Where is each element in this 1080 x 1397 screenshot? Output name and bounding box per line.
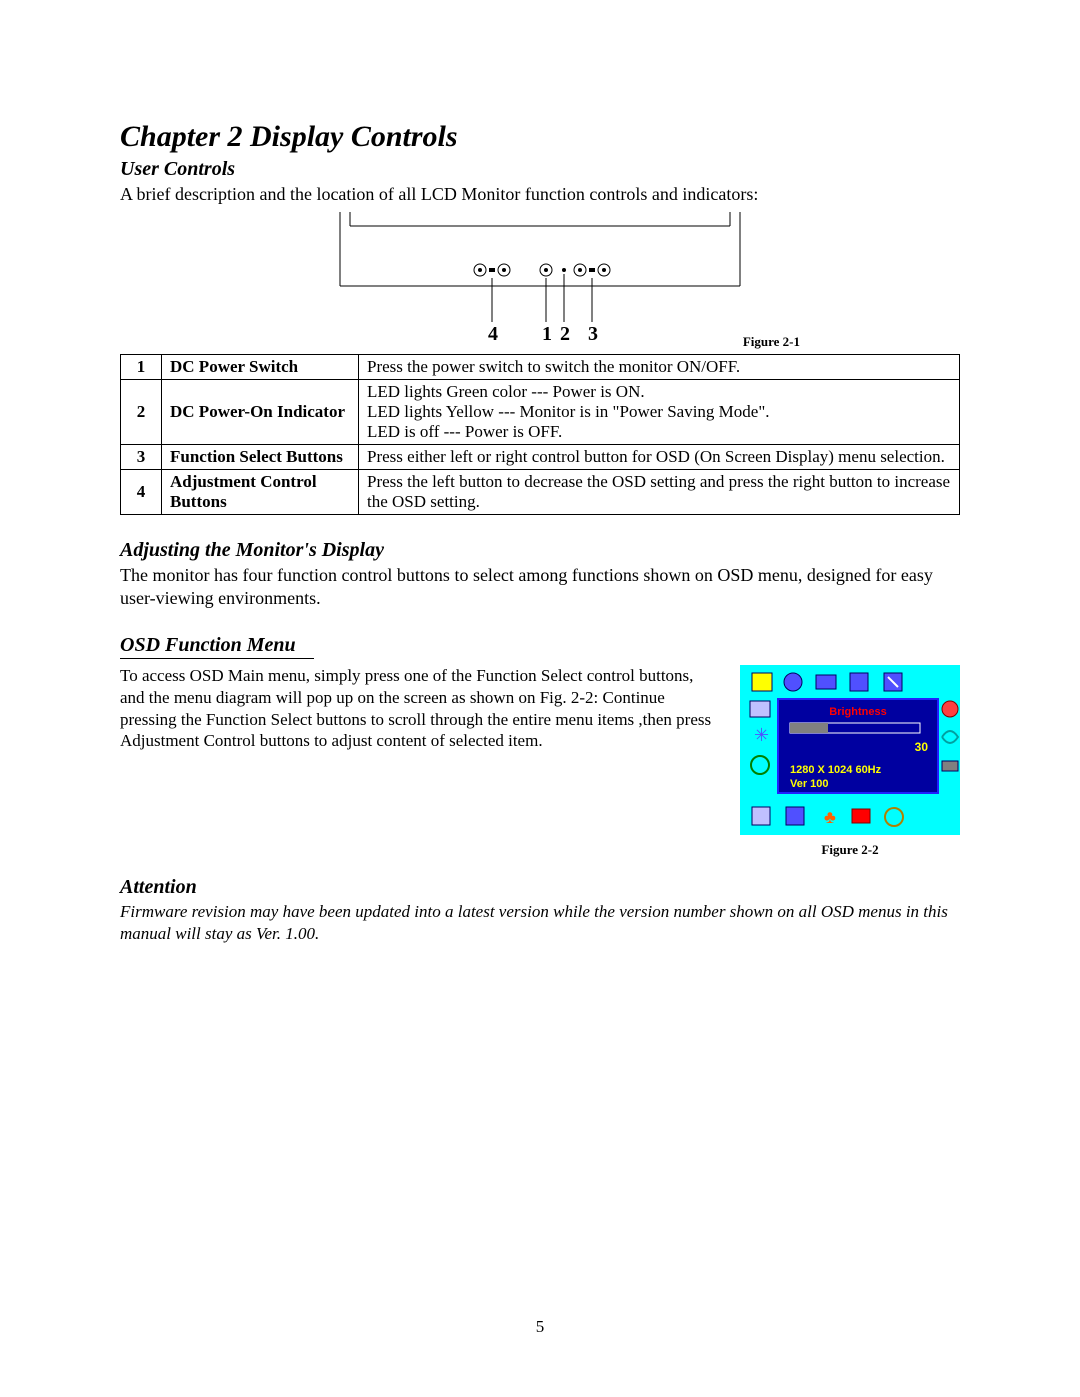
svg-text:♣: ♣ [824,807,836,827]
osd-version: Ver 100 [790,778,829,790]
figure1-caption: Figure 2-1 [743,334,800,350]
table-row: 2 DC Power-On Indicator LED lights Green… [121,380,960,445]
svg-text:✳: ✳ [754,725,769,745]
table-row: 4 Adjustment Control Buttons Press the l… [121,470,960,515]
row-desc: Press the left button to decrease the OS… [359,470,960,515]
section-user-controls: User Controls [120,158,960,181]
row-name: Function Select Buttons [162,445,359,470]
figure2-caption: Figure 2-2 [740,842,960,858]
section-adjust: Adjusting the Monitor's Display [120,539,960,562]
table-row: 3 Function Select Buttons Press either l… [121,445,960,470]
chapter-title: Chapter 2 Display Controls [120,120,960,154]
section-attention: Attention [120,876,960,899]
document-page: Chapter 2 Display Controls User Controls… [0,0,1080,1397]
table-row: 1 DC Power Switch Press the power switch… [121,355,960,380]
figure-2-2: Brightness 30 1280 X 1024 60Hz Ver 100 ✳ [740,665,960,858]
figure-2-1: 4 1 2 3 Figure 2-1 [120,212,960,352]
adjust-text: The monitor has four function control bu… [120,564,960,610]
controls-table: 1 DC Power Switch Press the power switch… [120,354,960,515]
fig1-label-2: 2 [560,323,570,345]
section-osd: OSD Function Menu [120,634,960,659]
row-desc: Press either left or right control butto… [359,445,960,470]
fig1-label-1: 1 [542,323,552,345]
osd-section: To access OSD Main menu, simply press on… [120,665,960,858]
row-desc: Press the power switch to switch the mon… [359,355,960,380]
osd-brightness-value: 30 [915,740,929,754]
attention-text: Firmware revision may have been updated … [120,901,960,945]
monitor-diagram-svg: 4 1 2 3 [280,212,800,352]
osd-brightness-label: Brightness [829,706,886,718]
fig1-label-4: 4 [488,323,498,345]
user-controls-intro: A brief description and the location of … [120,183,960,206]
osd-resolution: 1280 X 1024 60Hz [790,764,882,776]
page-number: 5 [536,1317,545,1337]
row-num: 2 [121,380,162,445]
row-name: Adjustment Control Buttons [162,470,359,515]
row-name: DC Power Switch [162,355,359,380]
row-num: 4 [121,470,162,515]
row-desc: LED lights Green color --- Power is ON. … [359,380,960,445]
fig1-label-3: 3 [588,323,598,345]
osd-menu-svg: Brightness 30 1280 X 1024 60Hz Ver 100 ✳ [740,665,960,835]
osd-text: To access OSD Main menu, simply press on… [120,665,720,752]
row-num: 1 [121,355,162,380]
row-name: DC Power-On Indicator [162,380,359,445]
row-num: 3 [121,445,162,470]
